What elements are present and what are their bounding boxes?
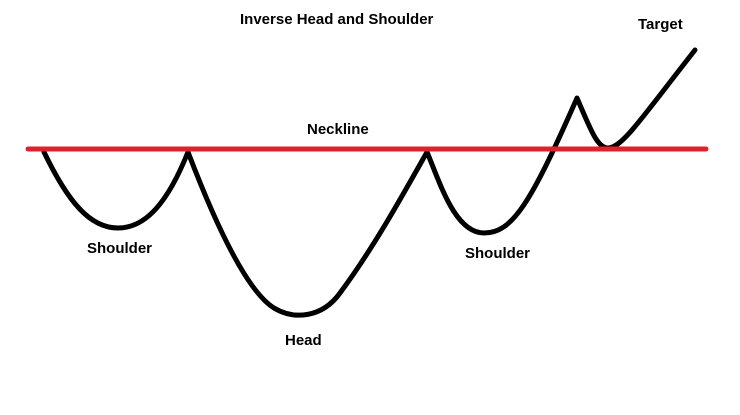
neckline-label: Neckline — [307, 121, 369, 138]
head-label: Head — [285, 332, 322, 349]
right-shoulder-label: Shoulder — [465, 245, 531, 262]
left-shoulder-label: Shoulder — [87, 240, 153, 257]
target-label: Target — [638, 16, 683, 33]
price-line — [41, 47, 698, 318]
diagram-title: Inverse Head and Shoulder — [240, 11, 434, 28]
